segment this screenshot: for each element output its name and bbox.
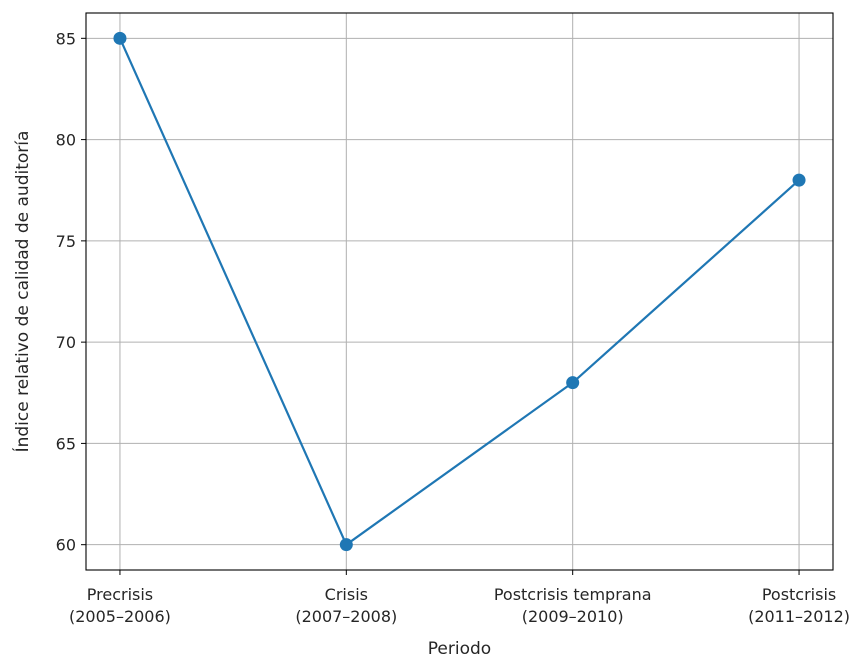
series-line bbox=[118, 37, 800, 546]
plot-frame bbox=[85, 12, 834, 571]
x-tick-label: (2007–2008) bbox=[295, 607, 397, 626]
x-tick-label: (2011–2012) bbox=[748, 607, 850, 626]
data-point bbox=[113, 31, 127, 45]
series-lines bbox=[118, 37, 800, 546]
data-point bbox=[792, 173, 806, 187]
y-tick-label: 80 bbox=[56, 131, 76, 150]
x-tick-label: (2009–2010) bbox=[522, 607, 624, 626]
y-tick-label: 85 bbox=[56, 29, 76, 48]
y-axis-label: Índice relativo de calidad de auditoría bbox=[11, 131, 33, 453]
y-tick-label: 65 bbox=[56, 434, 76, 453]
x-tick-label: Crisis bbox=[325, 585, 368, 604]
y-tick-label: 60 bbox=[56, 536, 76, 555]
x-tick-label: Postcrisis temprana bbox=[494, 585, 652, 604]
data-point bbox=[339, 538, 353, 552]
x-tick-label: Precrisis bbox=[87, 585, 153, 604]
series-markers bbox=[113, 31, 806, 552]
y-tick-label: 70 bbox=[56, 333, 76, 352]
y-tick-label: 75 bbox=[56, 232, 76, 251]
axis-ticks: 60 65 70 75 80 85 Precrisis (2005–2006) Crisis (2… bbox=[56, 29, 850, 626]
data-point bbox=[566, 376, 580, 390]
x-tick-label: Postcrisis bbox=[762, 585, 836, 604]
x-tick-label: (2005–2006) bbox=[69, 607, 171, 626]
x-axis-label: Periodo bbox=[428, 639, 491, 659]
